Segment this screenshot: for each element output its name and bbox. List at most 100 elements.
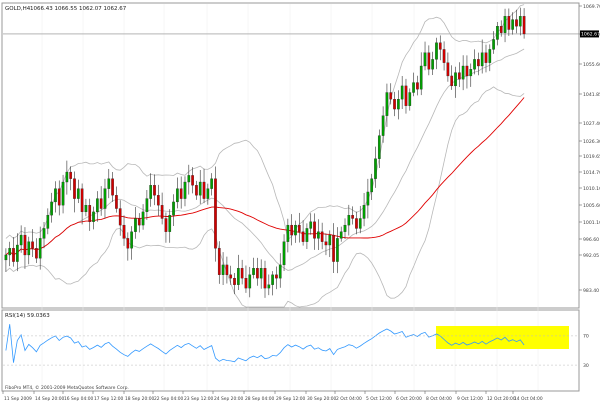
candle-body: [377, 135, 381, 159]
candle: [145, 189, 149, 220]
candle: [126, 232, 130, 261]
candle: [31, 229, 34, 257]
candle-body: [309, 221, 313, 229]
candle-body: [126, 238, 130, 249]
candle: [54, 181, 57, 213]
candle: [450, 65, 454, 90]
candle: [103, 178, 107, 219]
candle-body: [457, 72, 461, 80]
time-tick-label: 16 Sep 04:00: [64, 396, 94, 402]
candle: [435, 37, 438, 70]
candle: [172, 194, 175, 227]
candle: [8, 241, 12, 267]
rsi-level-label: 30: [583, 363, 589, 369]
price-tick-label: 1005.60: [583, 203, 600, 209]
candle: [328, 230, 332, 258]
time-axis-ticks: 11 Sep 2009 14 Sep 20:00 16 Sep 04:00 17 Se…: [2, 391, 543, 402]
candle-body: [366, 191, 370, 206]
candle: [46, 208, 50, 235]
candle: [183, 176, 187, 207]
candle-body: [450, 75, 454, 87]
candles: [4, 7, 526, 298]
candle: [12, 237, 15, 267]
candle: [465, 55, 469, 89]
candle-body: [149, 185, 153, 199]
candle-body: [518, 16, 522, 27]
candle-body: [57, 188, 61, 206]
price-axis-ticks: 1069.701064.601055.601041.851027.401026.…: [579, 4, 600, 294]
candle: [339, 226, 343, 242]
candle-body: [50, 201, 53, 216]
candle-body: [438, 42, 442, 50]
price-tick-label: 1041.85: [583, 92, 600, 98]
candle: [35, 238, 38, 263]
candle: [252, 257, 255, 279]
candle: [176, 177, 179, 209]
candle: [263, 260, 267, 298]
candle: [297, 212, 301, 243]
candle-body: [317, 231, 320, 239]
candle-body: [103, 188, 107, 209]
candle-body: [522, 16, 526, 35]
candle-body: [27, 241, 31, 256]
candle-body: [153, 185, 156, 196]
price-tick-label: 1026.30: [583, 139, 600, 145]
candle: [130, 226, 133, 260]
candle-body: [217, 248, 221, 275]
copyright-text: FiboPro MT4, © 2001-2009 MetaQuotes Soft…: [5, 384, 129, 391]
candle-body: [385, 92, 389, 116]
candle-body: [16, 244, 19, 262]
current-price-box: [580, 30, 599, 38]
candle: [507, 8, 511, 36]
candle: [141, 204, 145, 230]
candle-body: [115, 195, 118, 209]
main-panel-frame: [1, 2, 580, 309]
candle-body: [324, 241, 328, 246]
candle-body: [183, 181, 187, 199]
candle: [195, 180, 198, 200]
candle-body: [65, 171, 69, 183]
candle: [19, 225, 23, 253]
candle: [419, 52, 423, 96]
candle: [92, 206, 95, 230]
time-tick-label: 14 Sep 20:00: [35, 396, 65, 402]
candle-body: [343, 224, 347, 232]
candle-body: [442, 49, 446, 63]
candle-body: [76, 188, 80, 199]
candle-body: [473, 59, 476, 70]
candle-body: [107, 178, 111, 189]
candle-body: [492, 39, 495, 50]
time-tick-label: 17 Sep 12:00: [94, 396, 124, 402]
current-price-label: 1062.67: [581, 32, 600, 38]
candle: [217, 241, 221, 284]
candle: [96, 191, 99, 222]
candle: [317, 219, 320, 251]
candle: [233, 272, 236, 295]
candle: [271, 271, 274, 296]
candle: [107, 168, 111, 199]
symbol-label: GOLD,H4: [5, 6, 31, 12]
candle: [488, 44, 492, 72]
candle: [416, 75, 419, 96]
candle: [221, 252, 225, 286]
candle: [343, 218, 347, 240]
candle-body: [23, 234, 27, 256]
candle-body: [496, 26, 499, 40]
candle-body: [499, 26, 503, 33]
ohlc-label: 1066.43 1066.55 1062.07 1062.67: [30, 6, 127, 12]
candle-body: [419, 65, 423, 90]
candle: [27, 236, 31, 265]
candle-body: [195, 185, 198, 196]
candle: [214, 166, 217, 262]
candle-body: [248, 274, 252, 289]
candle: [473, 49, 476, 75]
candle-body: [423, 52, 427, 67]
candle-body: [118, 208, 122, 226]
candle-body: [320, 231, 324, 242]
candle-body: [187, 175, 191, 183]
rsi-line: [5, 324, 525, 363]
rsi-levels: 70 30: [3, 334, 589, 369]
candle: [397, 90, 400, 120]
candle-body: [54, 188, 57, 203]
candle-body: [278, 264, 282, 279]
